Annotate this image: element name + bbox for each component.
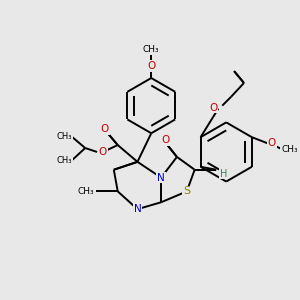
Text: O: O bbox=[267, 138, 276, 148]
Text: O: O bbox=[101, 124, 109, 134]
Text: O: O bbox=[99, 147, 107, 157]
Text: S: S bbox=[183, 186, 190, 197]
Text: N: N bbox=[134, 204, 141, 214]
Text: O: O bbox=[161, 135, 169, 145]
Text: CH₃: CH₃ bbox=[57, 132, 72, 141]
Text: CH₃: CH₃ bbox=[57, 156, 72, 165]
Text: O: O bbox=[147, 61, 155, 71]
Text: O: O bbox=[209, 103, 217, 112]
Text: N: N bbox=[157, 172, 165, 183]
Text: CH₃: CH₃ bbox=[143, 45, 160, 54]
Text: CH₃: CH₃ bbox=[281, 146, 298, 154]
Text: H: H bbox=[220, 169, 227, 179]
Text: CH₃: CH₃ bbox=[78, 187, 94, 196]
